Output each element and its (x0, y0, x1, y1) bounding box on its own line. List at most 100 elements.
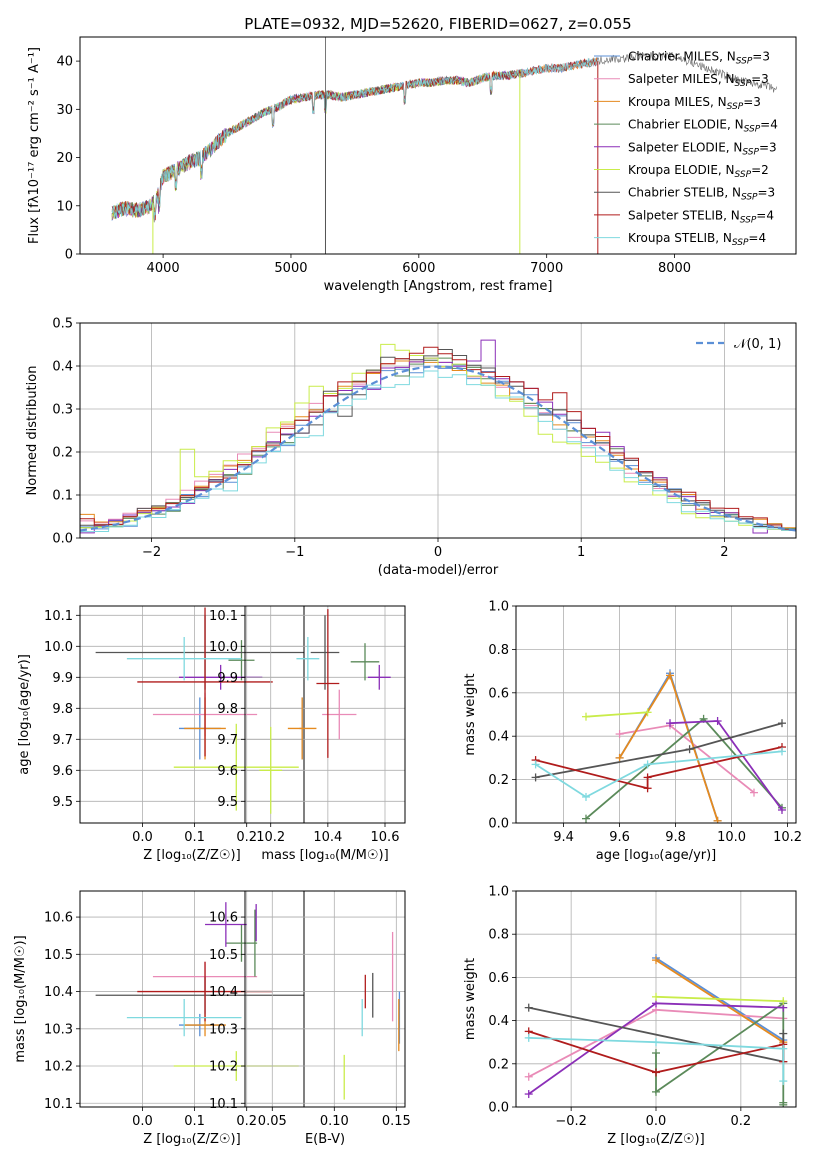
y-tick-label: 9.8 (52, 702, 73, 717)
plot-area (524, 953, 788, 1107)
x-tick-label: 0.10 (320, 1114, 349, 1129)
legend-entry: Chabrier STELIB, NSSP=3 (628, 186, 775, 203)
weight-series-line (655, 995, 784, 1003)
panel-mass-vs-Z: 0.0 0.1 0.2 10.1 10.2 10.3 10.4 10.5 10.6 Z [log₁… (13, 890, 305, 1147)
axes-frame (515, 890, 797, 1108)
panel-mass-weight-vs-Z: −0.2 0.0 0.2 0.0 0.2 0.4 0.6 0.8 1.0 Z [log₁₀(Z/Z… (463, 885, 797, 1147)
normal-curve (80, 365, 796, 532)
legend-entry: Kroupa MILES, NSSP=3 (628, 95, 761, 112)
x-tick-label: 4000 (147, 261, 180, 276)
y-tick-label: 9.5 (52, 795, 73, 810)
x-axis-label: wavelength [Angstrom, rest frame] (324, 279, 553, 294)
y-tick-label: 10.6 (44, 911, 73, 926)
y-tick-label: 10.3 (44, 1022, 73, 1037)
x-axis-label: mass [log₁₀(M/M☉)] (261, 848, 388, 863)
y-tick-label: 0.2 (488, 773, 509, 788)
panel-mass-weight-vs-age: 9.4 9.6 9.8 10.0 10.2 0.0 0.2 0.4 0.6 0.8 1.0 age [… (463, 600, 802, 864)
x-tick-label: −1 (285, 545, 304, 560)
plot-area (111, 37, 778, 254)
x-tick-label: 9.8 (665, 830, 686, 845)
legend-entry: 𝒩(0, 1) (734, 337, 781, 352)
y-tick-label: 1.0 (488, 885, 509, 900)
histogram-step-line (80, 343, 796, 538)
y-tick-label: 0.3 (52, 403, 73, 418)
x-tick-label: 1 (577, 545, 585, 560)
y-tick-label: 40 (56, 55, 73, 70)
legend-entry: Kroupa STELIB, NSSP=4 (628, 231, 766, 248)
y-tick-label: 0.0 (488, 817, 509, 832)
x-tick-label: 0.1 (184, 1114, 205, 1129)
x-tick-label: 8000 (658, 261, 691, 276)
plot-area (531, 669, 786, 823)
y-tick-label: 10.2 (44, 1060, 73, 1075)
y-tick-label: 9.9 (52, 671, 73, 686)
plot-area (259, 609, 391, 814)
x-axis-label: E(B-V) (305, 1132, 345, 1147)
x-tick-label: 10.2 (256, 830, 285, 845)
plot-area (254, 904, 401, 1100)
y-tick-label: 10.0 (209, 640, 238, 655)
y-tick-label: 0.6 (488, 686, 509, 701)
weight-series-line (535, 746, 783, 790)
y-tick-label: 0.2 (52, 446, 73, 461)
y-tick-label: 0.8 (488, 928, 509, 943)
panels: 4000 5000 6000 7000 8000010203040wavelength … (13, 36, 802, 1147)
x-tick-label: 10.2 (773, 830, 802, 845)
x-tick-label: 0.0 (132, 830, 153, 845)
y-tick-label: 10.2 (209, 1060, 238, 1075)
x-axis-label: Z [log₁₀(Z/Z☉)] (143, 848, 240, 863)
x-tick-label: 9.4 (553, 830, 574, 845)
legend-entry: Salpeter MILES, NSSP=3 (628, 72, 769, 89)
y-axis-label: age [log₁₀(age/yr)] (17, 654, 32, 775)
y-axis-label: mass weight (463, 958, 478, 1040)
x-tick-label: 10.6 (371, 830, 400, 845)
y-tick-label: 0.0 (488, 1101, 509, 1116)
panel-spectrum: 4000 5000 6000 7000 8000 0 10 20 30 40 wavelength … (27, 36, 797, 294)
figure-title: PLATE=0932, MJD=52620, FIBERID=0627, z=0… (244, 15, 631, 33)
y-tick-label: 10.4 (209, 985, 238, 1000)
y-tick-label: 10.4 (44, 985, 73, 1000)
x-tick-label: 0.2 (236, 830, 257, 845)
spectrum-series-line (111, 57, 599, 220)
y-tick-label: 10.1 (209, 609, 238, 624)
y-tick-label: 9.6 (217, 764, 238, 779)
x-axis-label: (data-model)/error (378, 563, 499, 578)
y-tick-label: 0.5 (52, 317, 73, 332)
y-tick-label: 0.8 (488, 643, 509, 658)
axes-frame (79, 890, 305, 1108)
y-tick-label: 10.0 (44, 640, 73, 655)
y-tick-label: 0.2 (488, 1057, 509, 1072)
x-tick-label: 9.6 (609, 830, 630, 845)
plot-area (80, 339, 796, 538)
x-tick-label: 2 (720, 545, 728, 560)
y-tick-label: 0.4 (488, 730, 509, 745)
y-tick-label: 30 (56, 103, 73, 118)
axes-frame (515, 605, 797, 824)
y-axis-label: Normed distribution (25, 366, 40, 496)
x-tick-label: 0 (434, 545, 442, 560)
y-tick-label: 9.5 (217, 795, 238, 810)
y-tick-label: 0.0 (52, 532, 73, 547)
y-tick-label: 9.8 (217, 702, 238, 717)
panel-residuals: −2 −1 0 1 2 0.0 0.1 0.2 0.3 0.4 0.5 (data-model)/er… (25, 317, 797, 578)
legend-entry: Kroupa ELODIE, NSSP=2 (628, 163, 769, 180)
y-tick-label: 10.5 (209, 948, 238, 963)
y-tick-label: 0.4 (52, 360, 73, 375)
legend-entry: Salpeter STELIB, NSSP=4 (628, 208, 774, 225)
x-tick-label: 10.4 (313, 830, 342, 845)
x-tick-label: 0.05 (258, 1114, 287, 1129)
y-axis-label: mass [log₁₀(M/M☉)] (13, 935, 28, 1062)
weight-series-line (655, 959, 784, 1043)
x-tick-label: 0.2 (236, 1114, 257, 1129)
x-axis-label: Z [log₁₀(Z/Z☉)] (607, 1132, 704, 1147)
x-tick-label: 0.0 (646, 1114, 667, 1129)
axes-frame (79, 322, 797, 539)
y-tick-label: 0.4 (488, 1014, 509, 1029)
y-tick-label: 20 (56, 151, 73, 166)
legend-entry: Chabrier MILES, NSSP=3 (628, 50, 770, 67)
axes-frame (79, 605, 305, 824)
axes-frame (79, 36, 797, 255)
weight-series-line (535, 750, 783, 799)
histogram-step-line (80, 370, 796, 538)
y-tick-label: 10.5 (44, 948, 73, 963)
